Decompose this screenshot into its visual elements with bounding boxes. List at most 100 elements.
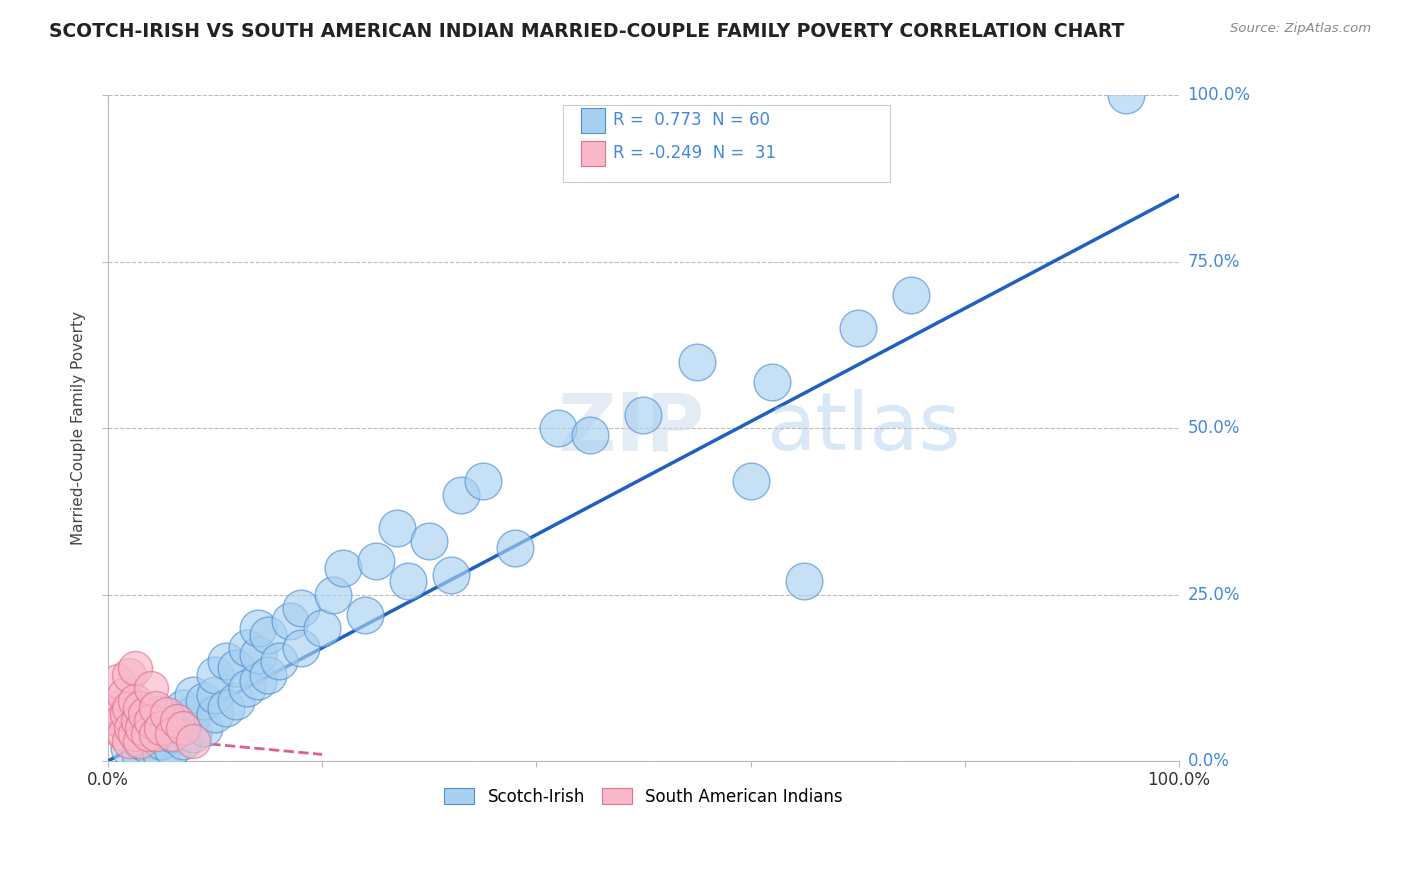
Point — [129, 734, 152, 748]
Point — [246, 674, 269, 689]
Point — [150, 747, 173, 762]
Text: SCOTCH-IRISH VS SOUTH AMERICAN INDIAN MARRIED-COUPLE FAMILY POVERTY CORRELATION : SCOTCH-IRISH VS SOUTH AMERICAN INDIAN MA… — [49, 22, 1125, 41]
Point — [236, 681, 259, 695]
Point — [124, 661, 146, 675]
Text: R =  0.773  N = 60: R = 0.773 N = 60 — [613, 112, 770, 129]
Point — [183, 727, 205, 741]
Point — [115, 707, 138, 722]
Point — [112, 688, 135, 702]
Point — [290, 640, 312, 655]
Text: 50.0%: 50.0% — [1188, 419, 1240, 437]
Text: ZIP: ZIP — [558, 389, 704, 467]
Point — [311, 621, 333, 635]
Point — [183, 688, 205, 702]
Point — [418, 534, 440, 549]
Point — [138, 727, 160, 741]
Point — [172, 721, 194, 735]
Text: 75.0%: 75.0% — [1188, 252, 1240, 271]
Point — [471, 475, 494, 489]
Point — [633, 408, 655, 422]
Point — [236, 640, 259, 655]
Bar — [581, 108, 605, 133]
Y-axis label: Married-Couple Family Poverty: Married-Couple Family Poverty — [72, 311, 86, 545]
Point — [290, 601, 312, 615]
Point — [204, 667, 226, 681]
Point — [150, 721, 173, 735]
Point — [139, 681, 162, 695]
Point — [150, 734, 173, 748]
Point — [145, 701, 167, 715]
Point — [193, 694, 215, 708]
Point — [129, 734, 152, 748]
Text: 0.0%: 0.0% — [1188, 752, 1229, 770]
Point — [396, 574, 419, 589]
Point — [740, 475, 762, 489]
Point — [112, 727, 135, 741]
Point — [110, 714, 132, 728]
Point — [145, 727, 167, 741]
Point — [131, 721, 153, 735]
Point — [183, 734, 205, 748]
Point — [172, 734, 194, 748]
Point — [118, 701, 141, 715]
Point — [172, 714, 194, 728]
Point — [160, 740, 183, 755]
Point — [139, 740, 162, 755]
Point — [385, 521, 408, 535]
Text: 100.0%: 100.0% — [1188, 87, 1250, 104]
Point — [193, 721, 215, 735]
Point — [354, 607, 377, 622]
Point — [139, 714, 162, 728]
Point — [124, 727, 146, 741]
Point — [257, 627, 280, 641]
Point — [118, 667, 141, 681]
Point — [105, 721, 128, 735]
Point — [118, 734, 141, 748]
Point — [246, 621, 269, 635]
Point — [134, 707, 156, 722]
Point — [139, 714, 162, 728]
Point — [503, 541, 526, 555]
Point — [1114, 88, 1136, 103]
Point — [127, 714, 149, 728]
Point — [214, 654, 236, 668]
Point — [129, 747, 152, 762]
Text: atlas: atlas — [766, 389, 960, 467]
Point — [269, 654, 291, 668]
Point — [172, 701, 194, 715]
Point — [214, 701, 236, 715]
Point — [129, 701, 152, 715]
Text: R = -0.249  N =  31: R = -0.249 N = 31 — [613, 145, 776, 162]
Point — [183, 707, 205, 722]
Point — [450, 488, 472, 502]
Point — [139, 727, 162, 741]
Point — [579, 428, 602, 442]
Point — [439, 567, 461, 582]
Text: Source: ZipAtlas.com: Source: ZipAtlas.com — [1230, 22, 1371, 36]
Point — [257, 667, 280, 681]
Point — [156, 707, 179, 722]
Point — [107, 674, 129, 689]
Point — [322, 588, 344, 602]
Point — [107, 701, 129, 715]
Point — [150, 707, 173, 722]
Point — [204, 707, 226, 722]
Point — [364, 554, 387, 568]
Text: 25.0%: 25.0% — [1188, 586, 1240, 604]
Point — [101, 707, 124, 722]
Point — [225, 694, 247, 708]
Point — [150, 721, 173, 735]
Point — [793, 574, 815, 589]
Point — [547, 421, 569, 435]
Point — [120, 721, 142, 735]
Bar — [581, 141, 605, 166]
FancyBboxPatch shape — [562, 105, 890, 182]
Point — [166, 714, 188, 728]
Point — [225, 661, 247, 675]
Point — [160, 727, 183, 741]
Point — [246, 648, 269, 662]
Point — [278, 614, 301, 628]
Legend: Scotch-Irish, South American Indians: Scotch-Irish, South American Indians — [437, 781, 849, 813]
Point — [118, 740, 141, 755]
Point — [124, 694, 146, 708]
